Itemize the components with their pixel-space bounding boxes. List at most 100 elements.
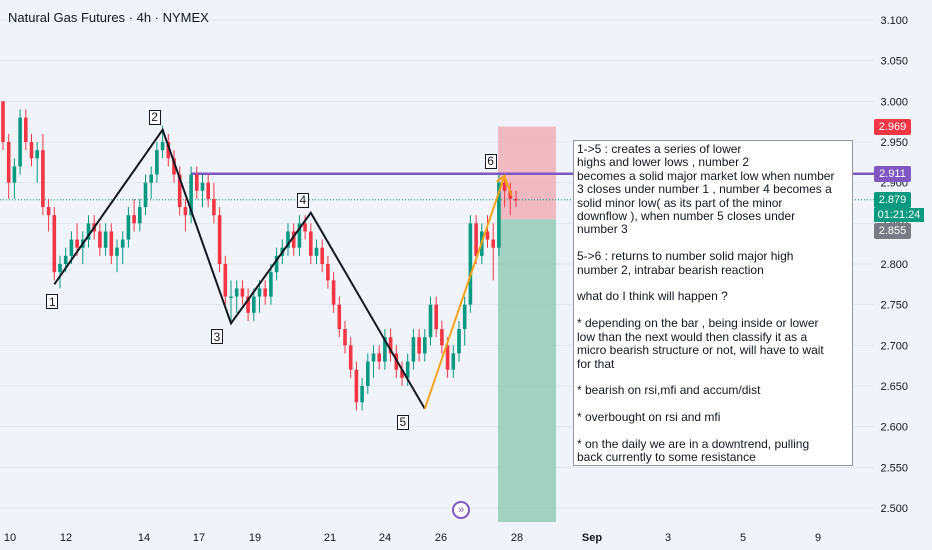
candle-body (326, 264, 330, 281)
candle (234, 280, 239, 313)
candle-body (428, 304, 433, 338)
x-tick-label: 21 (324, 532, 336, 544)
analysis-note[interactable]: 1->5 : creates a series of lower highs a… (573, 140, 853, 466)
candle-body (457, 329, 461, 354)
y-tick-label: 2.500 (880, 503, 908, 515)
wave-marker-5[interactable]: 5 (396, 414, 409, 430)
candle-body (229, 296, 233, 299)
candle-body (360, 386, 364, 403)
candle-body (172, 158, 176, 175)
candle-body (411, 337, 416, 362)
price-tag: 2.969 (874, 119, 911, 135)
skip-forward-icon[interactable]: » (452, 501, 470, 519)
candle (286, 223, 290, 256)
candle-body (514, 198, 518, 201)
x-tick-label: 14 (138, 532, 150, 544)
candle (81, 231, 85, 264)
candle-body (149, 174, 153, 183)
candle (46, 198, 51, 232)
candle-body (263, 288, 267, 297)
wave-6-reaction-line (504, 178, 513, 197)
x-tick-label: 10 (4, 532, 16, 544)
y-tick-label: 2.800 (880, 259, 908, 271)
wave-lines[interactable] (53, 127, 513, 410)
candle (166, 133, 171, 167)
candle-body (6, 142, 11, 183)
candle-body (132, 215, 136, 224)
candle (217, 207, 222, 273)
candle (400, 361, 404, 386)
candle-body (189, 174, 193, 216)
candle (428, 296, 433, 346)
candle (314, 239, 319, 264)
wave-1-5-line (53, 127, 426, 410)
y-tick-label: 3.050 (880, 56, 908, 68)
candle (115, 239, 119, 273)
candle-body (366, 361, 370, 386)
candle-body (212, 198, 216, 216)
wave-marker-3[interactable]: 3 (211, 329, 223, 345)
candle (155, 142, 159, 183)
candle (337, 296, 342, 338)
candle-body (35, 150, 39, 159)
candle (331, 272, 336, 313)
candle-body (58, 264, 62, 273)
candle (246, 288, 250, 321)
candle (189, 166, 193, 224)
candle-body (69, 239, 74, 256)
candle (354, 361, 359, 411)
chart-title: Natural Gas Futures · 4h · NYMEX (8, 10, 209, 25)
x-tick-label: 19 (249, 532, 261, 544)
position-box[interactable] (498, 126, 556, 522)
x-tick-label: Sep (582, 532, 602, 544)
candle-body (451, 353, 456, 370)
candle (257, 280, 262, 313)
candle-body (405, 361, 410, 378)
wave-5-6-line (423, 175, 506, 410)
candle-body (1, 101, 5, 142)
candle-body (468, 223, 473, 305)
candle (457, 320, 461, 362)
candle-body (75, 239, 79, 248)
candle (423, 329, 427, 362)
wave-marker-4[interactable]: 4 (296, 192, 309, 208)
candle (103, 223, 108, 256)
candle (371, 345, 376, 378)
candle-body (98, 231, 102, 248)
candle (417, 329, 421, 362)
candle-body (309, 231, 313, 256)
y-tick-label: 3.100 (880, 15, 908, 27)
candle-body (417, 337, 421, 354)
candle-body (388, 337, 393, 354)
price-tag: 2.911 (874, 166, 911, 182)
candle (6, 133, 11, 199)
candle-body (337, 304, 342, 330)
candle-body (120, 239, 125, 248)
candle-body (303, 223, 307, 232)
y-tick-label: 2.650 (880, 381, 908, 393)
x-tick-label: 17 (193, 532, 205, 544)
y-tick-label: 2.750 (880, 300, 908, 312)
candle (491, 223, 495, 281)
candle (1, 101, 5, 151)
candle (109, 223, 114, 264)
candle-body (109, 231, 114, 256)
candle (12, 158, 17, 199)
candle (120, 231, 125, 264)
candle (462, 296, 467, 346)
candle (149, 166, 153, 199)
wave-marker-2[interactable]: 2 (148, 109, 161, 125)
candle-body (297, 223, 302, 248)
candle (263, 280, 267, 305)
candle-body (46, 207, 51, 216)
candle-body (383, 337, 387, 362)
candle (195, 166, 199, 199)
candle (291, 223, 296, 256)
candle-body (274, 255, 279, 273)
wave-marker-1[interactable]: 1 (46, 294, 59, 310)
candle-body (252, 296, 256, 313)
y-tick-label: 2.950 (880, 137, 908, 149)
wave-marker-6[interactable]: 6 (484, 153, 497, 169)
x-tick-label: 12 (60, 532, 72, 544)
